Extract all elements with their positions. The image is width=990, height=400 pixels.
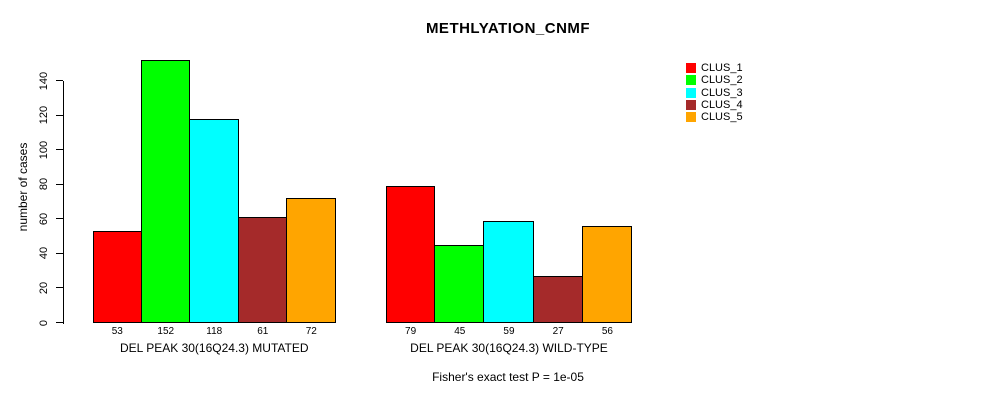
y-axis-tick-label: 120	[38, 105, 50, 125]
legend-swatch-clus_5	[686, 112, 696, 123]
y-axis-tick	[56, 183, 63, 185]
legend-swatch-clus_4	[686, 99, 696, 110]
y-axis-tick	[56, 287, 63, 289]
y-axis-tick-label: 140	[38, 71, 50, 90]
legend-swatch-clus_1	[686, 63, 696, 73]
y-axis-tick	[56, 114, 63, 116]
bar-value-label: 27	[552, 326, 564, 337]
y-axis-tick-label: 40	[38, 247, 50, 260]
y-axis-tick-label: 80	[38, 178, 50, 191]
y-axis-label: number of cases	[16, 142, 30, 232]
bar-value-label: 59	[503, 326, 515, 337]
bar-value-label: 53	[111, 326, 123, 337]
x-axis-group-label: DEL PEAK 30(16Q24.3) WILD-TYPE	[410, 341, 608, 355]
legend-label-clus_5: CLUS_5	[701, 111, 743, 124]
bar-value-label: 72	[305, 326, 317, 337]
bar-clus_5-group2	[581, 225, 632, 324]
bar-clus_2-group2	[434, 244, 485, 324]
y-axis-line	[63, 80, 64, 324]
legend-swatch-clus_3	[686, 87, 696, 98]
bar-clus_3-group2	[483, 220, 534, 324]
y-axis-tick	[56, 322, 63, 323]
y-axis-tick-label: 20	[38, 281, 50, 295]
y-axis-tick	[56, 80, 63, 81]
bar-value-label: 56	[601, 326, 613, 337]
bar-clus_1-group2	[386, 185, 436, 324]
legend-label-clus_2: CLUS_2	[701, 74, 743, 87]
legend-swatch-clus_2	[686, 75, 696, 86]
y-axis-tick	[56, 218, 63, 220]
legend-label-clus_4: CLUS_4	[701, 98, 743, 111]
y-axis-tick-label: 60	[38, 212, 50, 225]
legend-label-clus_3: CLUS_3	[701, 86, 743, 99]
x-axis-group-label: DEL PEAK 30(16Q24.3) MUTATED	[119, 341, 309, 355]
y-axis-tick-label: 100	[38, 140, 50, 159]
bar-clus_4-group2	[532, 275, 583, 324]
bar-clus_2-group1	[140, 59, 190, 324]
bar-value-label: 79	[405, 326, 417, 337]
bar-clus_3-group1	[189, 118, 239, 324]
bar-value-label: 45	[454, 326, 466, 337]
annotation-text: Fisher's exact test P = 1e-05	[432, 370, 584, 384]
y-axis-tick	[56, 149, 63, 151]
chart-title: METHLYATION_CNMF	[425, 20, 591, 37]
bar-clus_5-group1	[286, 198, 336, 324]
y-axis-tick	[56, 252, 63, 254]
legend-label-clus_1: CLUS_1	[701, 62, 743, 74]
y-axis-tick-label: 0	[38, 319, 50, 326]
bar-clus_4-group1	[237, 217, 287, 324]
bar-value-label: 61	[257, 326, 269, 337]
bar-clus_1-group1	[93, 230, 142, 324]
bar-value-label: 152	[157, 326, 175, 337]
bar-value-label: 118	[206, 326, 223, 337]
